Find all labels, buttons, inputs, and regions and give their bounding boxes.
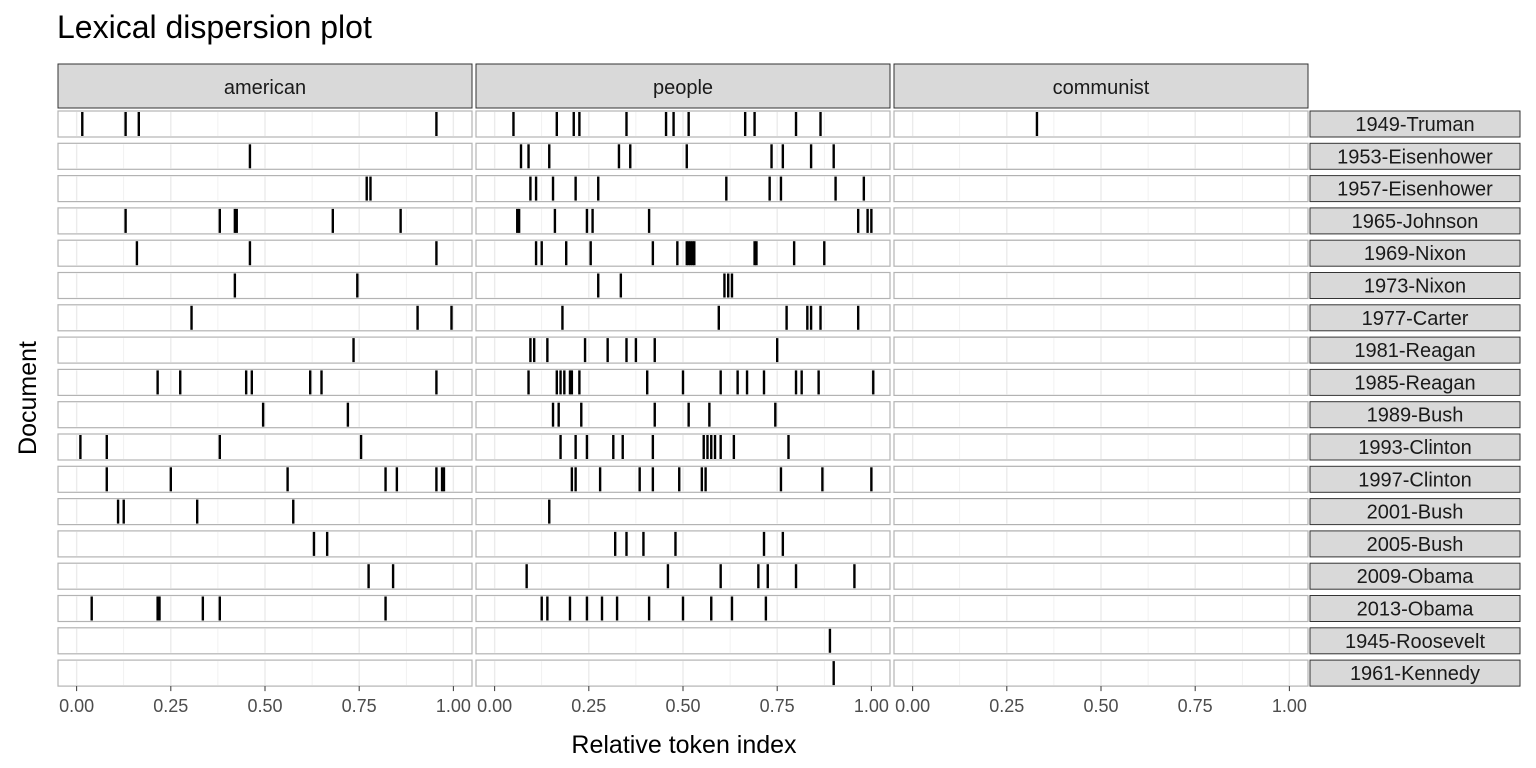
chart-title: Lexical dispersion plot — [57, 9, 372, 45]
x-tick-label: 0.75 — [760, 696, 795, 716]
row-strip-1981-Reagan — [1309, 336, 1521, 364]
x-tick-label: 0.50 — [247, 696, 282, 716]
facet-strip-communist — [893, 63, 1309, 109]
row-strip-1969-Nixon — [1309, 239, 1521, 267]
row-strip-1945-Roosevelt — [1309, 627, 1521, 655]
y-axis-title: Document — [14, 341, 42, 455]
row-strip-label: 1973-Nixon — [1364, 276, 1466, 298]
row-strip-1973-Nixon — [1309, 272, 1521, 299]
row-strip-1993-Clinton — [1309, 433, 1521, 461]
row-strip-label: 1977-Carter — [1362, 308, 1469, 330]
facet-strip-people — [475, 63, 891, 109]
facet-strip-label: communist — [1053, 77, 1150, 99]
row-strip-1953-Eisenhower — [1309, 142, 1521, 170]
row-strip-label: 1949-Truman — [1355, 114, 1474, 136]
row-strip-label: 2001-Bush — [1367, 502, 1464, 524]
row-strip-label: 2013-Obama — [1357, 599, 1475, 621]
x-tick-label: 0.50 — [665, 696, 700, 716]
x-tick-label: 0.75 — [1178, 696, 1213, 716]
facet-strip-label: people — [653, 77, 713, 99]
x-tick-label: 0.00 — [895, 696, 930, 716]
row-strip-1961-Kennedy — [1309, 659, 1521, 687]
row-strip-label: 1969-Nixon — [1364, 243, 1466, 265]
x-tick-label: 0.25 — [989, 696, 1024, 716]
row-strip-label: 1989-Bush — [1367, 405, 1464, 427]
row-strip-2005-Bush — [1309, 530, 1521, 558]
x-tick-label: 1.00 — [436, 696, 471, 716]
row-strip-label: 1961-Kennedy — [1350, 663, 1480, 685]
x-tick-label: 0.50 — [1083, 696, 1118, 716]
row-strip-1989-Bush — [1309, 401, 1521, 429]
row-strip-2009-Obama — [1309, 562, 1521, 590]
row-strip-label: 1997-Clinton — [1358, 469, 1471, 491]
row-strip-label: 2009-Obama — [1357, 566, 1475, 588]
row-strip-2013-Obama — [1309, 595, 1521, 622]
facet-strip-american — [57, 63, 473, 109]
row-strip-label: 1953-Eisenhower — [1337, 146, 1493, 168]
x-tick-label: 1.00 — [1272, 696, 1307, 716]
row-strip-label: 1945-Roosevelt — [1345, 631, 1486, 653]
facet-strip-label: american — [224, 77, 306, 99]
row-strip-label: 1957-Eisenhower — [1337, 179, 1493, 201]
x-tick-label: 0.00 — [59, 696, 94, 716]
row-strip-label: 1981-Reagan — [1354, 340, 1475, 362]
x-tick-label: 0.25 — [571, 696, 606, 716]
row-strip-1985-Reagan — [1309, 368, 1521, 396]
row-strip-1977-Carter — [1309, 304, 1521, 332]
panels-group: american 0.00 0.25 0.50 0.75 1.00 people 0.00 0.… — [57, 63, 1521, 716]
row-strip-2001-Bush — [1309, 498, 1521, 526]
x-tick-label: 0.00 — [477, 696, 512, 716]
x-tick-label: 1.00 — [854, 696, 889, 716]
row-strip-1949-Truman — [1309, 110, 1521, 138]
row-strip-1965-Johnson — [1309, 207, 1521, 235]
row-strip-label: 1985-Reagan — [1354, 372, 1475, 394]
row-strip-label: 1993-Clinton — [1358, 437, 1471, 459]
row-strip-1957-Eisenhower — [1309, 175, 1521, 203]
row-strip-1997-Clinton — [1309, 465, 1521, 493]
row-strip-label: 2005-Bush — [1367, 534, 1464, 556]
x-tick-label: 0.25 — [153, 696, 188, 716]
x-tick-label: 0.75 — [342, 696, 377, 716]
row-strip-label: 1965-Johnson — [1352, 211, 1479, 233]
x-axis-title: Relative token index — [571, 731, 797, 759]
